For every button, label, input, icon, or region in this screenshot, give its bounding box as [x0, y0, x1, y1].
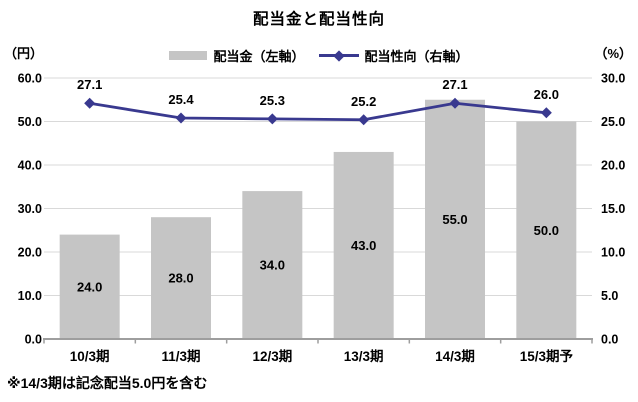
- line-marker-diamond-icon: [449, 97, 461, 109]
- bar-value-label: 24.0: [77, 279, 102, 294]
- line-marker-diamond-icon: [84, 97, 96, 109]
- bar: [151, 217, 211, 339]
- right-axis-tick-label: 30.0: [601, 72, 625, 86]
- right-axis-tick-label: 20.0: [601, 159, 625, 173]
- right-axis-tick-label: 5.0: [601, 289, 618, 303]
- category-label: 13/3期: [344, 349, 384, 364]
- category-label: 10/3期: [70, 349, 110, 364]
- right-axis-unit: （%）: [594, 46, 632, 61]
- bar: [333, 151, 394, 339]
- category-label: 12/3期: [252, 349, 292, 364]
- left-axis-tick-label: 40.0: [18, 159, 42, 173]
- left-axis-tick-label: 20.0: [18, 246, 42, 260]
- category-label: 15/3期予: [520, 349, 574, 364]
- line-series: [89, 101, 547, 122]
- right-axis-tick-label: 25.0: [601, 115, 625, 129]
- legend-bar-label: 配当金（左軸）: [213, 49, 305, 64]
- category-label: 11/3期: [161, 349, 200, 364]
- right-axis-tick-label: 0.0: [601, 333, 618, 347]
- chart-footnote: ※14/3期は記念配当5.0円を含む: [7, 375, 208, 391]
- chart-legend: 配当金（左軸） 配当性向（右軸）: [0, 46, 638, 65]
- line-value-label: 27.1: [77, 77, 102, 92]
- bar-value-label: 55.0: [442, 212, 467, 227]
- category-label: 14/3期: [435, 349, 475, 364]
- line-marker-diamond-icon: [266, 113, 278, 125]
- bar-value-label: 43.0: [351, 238, 376, 253]
- bar: [242, 191, 303, 339]
- line-value-label: 25.3: [260, 93, 285, 108]
- left-axis-unit: （円）: [4, 46, 44, 61]
- left-axis-tick-label: 50.0: [18, 115, 42, 129]
- line-marker-diamond-icon: [175, 112, 187, 124]
- line-marker-diamond-icon: [540, 107, 552, 119]
- left-axis-tick-label: 60.0: [18, 72, 42, 86]
- line-value-label: 25.4: [168, 92, 194, 107]
- bar-value-label: 28.0: [168, 271, 193, 286]
- line-value-label: 25.2: [351, 94, 376, 109]
- line-marker-diamond-icon: [358, 114, 370, 126]
- chart-title: 配当金と配当性向: [252, 11, 385, 28]
- left-axis-tick-label: 0.0: [25, 333, 42, 347]
- bar: [425, 99, 485, 339]
- right-axis-tick-label: 15.0: [601, 202, 625, 216]
- left-axis-tick-label: 10.0: [18, 289, 42, 303]
- line-value-label: 27.1: [442, 77, 467, 92]
- right-axis-tick-label: 10.0: [601, 246, 625, 260]
- bar-value-label: 34.0: [260, 258, 285, 273]
- left-axis-tick-label: 30.0: [18, 202, 42, 216]
- bar-value-label: 50.0: [534, 223, 559, 238]
- legend-line-marker-icon: [318, 49, 359, 62]
- line-value-label: 26.0: [534, 87, 559, 102]
- legend-bar-swatch-icon: [169, 51, 208, 60]
- bar: [59, 234, 120, 339]
- bar: [516, 121, 577, 339]
- legend-line-label: 配当性向（右軸）: [364, 49, 469, 64]
